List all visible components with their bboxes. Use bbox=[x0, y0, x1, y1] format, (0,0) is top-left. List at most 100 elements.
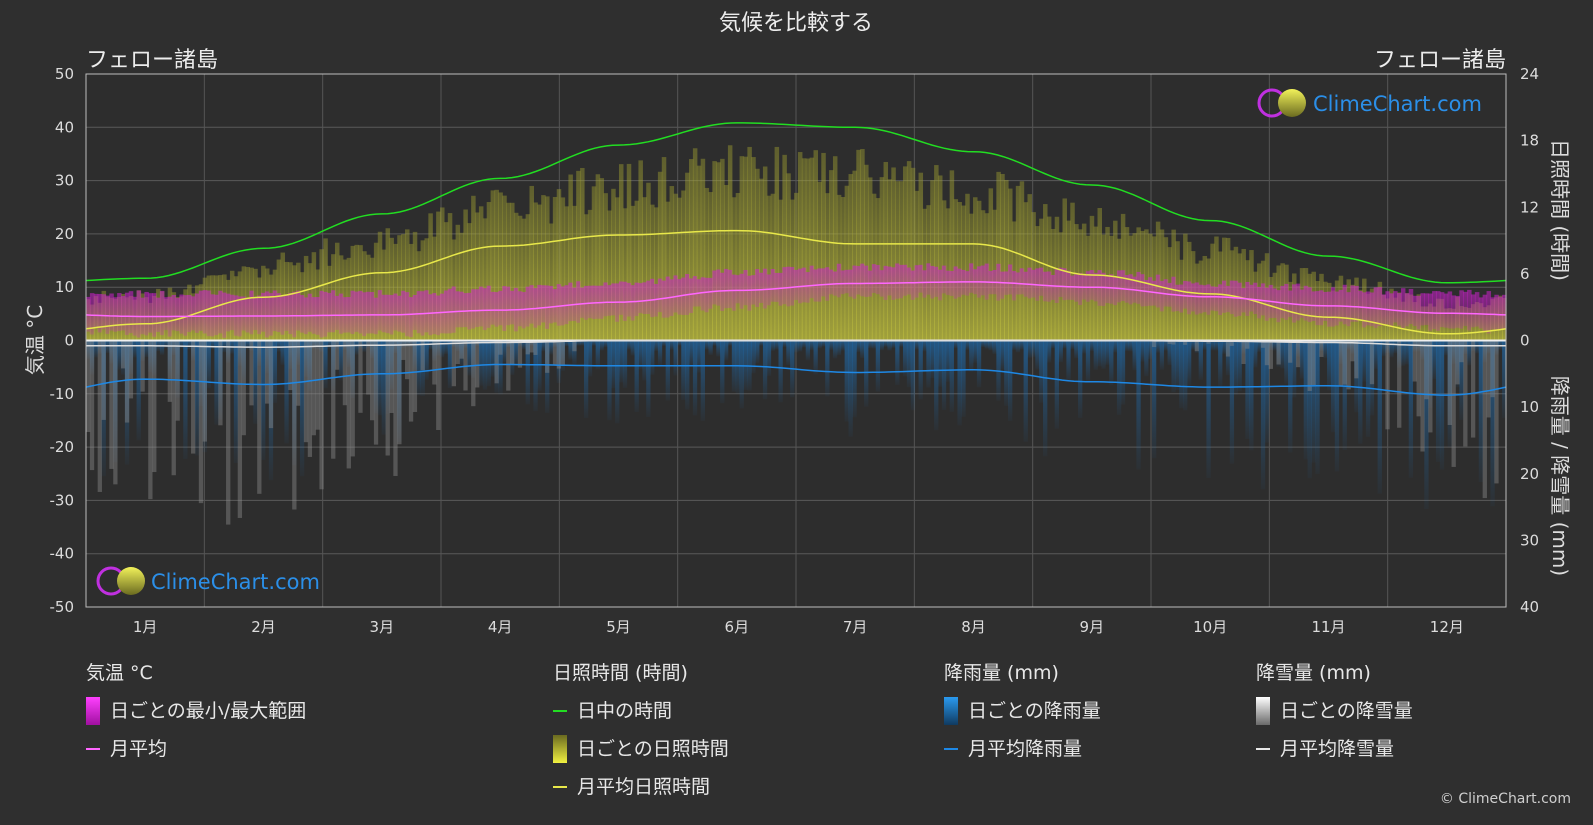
daily-rain-bar bbox=[331, 340, 336, 391]
daily-rain-bar bbox=[607, 340, 612, 421]
daily-rain-bar bbox=[902, 340, 908, 377]
legend-title: 気温 °C bbox=[86, 662, 153, 684]
daily-temp-range-bar bbox=[428, 294, 433, 336]
daily-snow-bar bbox=[1264, 340, 1270, 366]
daily-temp-range-bar bbox=[284, 294, 289, 331]
daily-snow-bar bbox=[1459, 340, 1464, 363]
daily-temp-range-bar bbox=[786, 266, 791, 307]
daily-temp-range-bar bbox=[1206, 284, 1211, 315]
daily-sunshine-bar bbox=[1027, 194, 1032, 341]
daily-temp-range-bar bbox=[1136, 271, 1141, 304]
daily-rain-bar bbox=[677, 340, 682, 346]
daily-temp-range-bar bbox=[1031, 269, 1036, 298]
daily-temp-range-bar bbox=[1463, 291, 1468, 326]
daily-sunshine-bar bbox=[432, 236, 437, 341]
daily-temp-range-bar bbox=[1478, 297, 1484, 329]
daily-temp-range-bar bbox=[1439, 292, 1445, 328]
daily-rain-bar bbox=[1377, 340, 1382, 494]
daily-rain-bar bbox=[988, 340, 993, 351]
daily-temp-range-bar bbox=[1008, 264, 1013, 295]
daily-temp-range-bar bbox=[673, 275, 678, 313]
daily-snow-bar bbox=[334, 340, 340, 370]
daily-rain-bar bbox=[198, 340, 204, 407]
daily-temp-range-bar bbox=[852, 265, 857, 299]
daily-rain-bar bbox=[712, 340, 717, 346]
daily-rain-bar bbox=[1120, 340, 1126, 405]
daily-rain-bar bbox=[1447, 340, 1452, 448]
daily-sunshine-bar bbox=[533, 202, 538, 341]
daily-snow-bar bbox=[366, 340, 371, 395]
daily-sunshine-bar bbox=[696, 165, 702, 341]
daily-rain-bar bbox=[587, 340, 593, 377]
daily-temp-range-bar bbox=[1074, 274, 1079, 302]
daily-temp-range-bar bbox=[490, 291, 496, 325]
daily-rain-bar bbox=[109, 340, 114, 364]
right-mm-tick-label: 20 bbox=[1520, 465, 1539, 483]
daily-temp-range-bar bbox=[1490, 297, 1495, 330]
daily-snow-bar bbox=[1451, 340, 1456, 467]
daily-rain-bar bbox=[467, 340, 472, 376]
daily-temp-range-bar bbox=[1144, 279, 1149, 307]
daily-rain-bar bbox=[673, 340, 678, 376]
daily-temp-range-bar bbox=[362, 292, 367, 337]
daily-rain-bar bbox=[432, 340, 437, 361]
legend-item-daylight: 日中の時間 bbox=[553, 698, 729, 724]
daily-snow-bar bbox=[296, 340, 301, 406]
daily-sunshine-bar bbox=[486, 202, 492, 341]
daily-snow-bar bbox=[350, 340, 355, 457]
daily-sunshine-bar bbox=[1015, 185, 1021, 341]
daily-snow-bar bbox=[1276, 340, 1281, 365]
legend-label: 日ごとの日照時間 bbox=[577, 738, 729, 760]
daily-snow-bar bbox=[226, 340, 231, 525]
daily-rain-bar bbox=[762, 340, 768, 400]
daily-temp-range-bar bbox=[805, 272, 811, 303]
daily-temp-range-bar bbox=[121, 296, 126, 331]
daily-rain-bar bbox=[315, 340, 320, 350]
daily-temp-range-bar bbox=[323, 291, 328, 337]
left-tick-label: -20 bbox=[50, 438, 75, 456]
daily-temp-range-bar bbox=[179, 294, 184, 334]
brand-logo-top[interactable]: ClimeChart.com bbox=[1257, 88, 1482, 118]
daily-temp-range-bar bbox=[1428, 293, 1433, 331]
daily-rain-bar bbox=[397, 340, 402, 442]
daily-sunshine-bar bbox=[405, 229, 410, 341]
daily-sunshine-bar bbox=[755, 168, 760, 341]
daily-temp-range-bar bbox=[1233, 280, 1239, 317]
daily-rain-bar bbox=[650, 340, 655, 375]
daily-rain-bar bbox=[1381, 340, 1386, 357]
daily-temp-range-bar bbox=[478, 286, 484, 327]
daily-snow-bar bbox=[307, 340, 313, 457]
daily-temp-range-bar bbox=[268, 293, 274, 336]
daily-rain-bar bbox=[1019, 340, 1024, 350]
daily-snow-bar bbox=[385, 340, 390, 456]
daily-rain-bar bbox=[1307, 340, 1312, 479]
daily-rain-bar bbox=[354, 340, 359, 355]
daily-rain-bar bbox=[1432, 340, 1437, 379]
daily-rain-bar bbox=[782, 340, 787, 347]
daily-temp-range-bar bbox=[801, 267, 807, 303]
daily-rain-bar bbox=[128, 340, 134, 374]
daily-temp-range-bar bbox=[1443, 293, 1449, 328]
daily-rain-bar bbox=[1113, 340, 1118, 353]
daily-rain-bar bbox=[1225, 340, 1231, 376]
daily-snow-bar bbox=[498, 340, 503, 355]
daily-sunshine-bar bbox=[778, 199, 783, 341]
daily-temp-range-bar bbox=[482, 288, 488, 331]
daily-sunshine-bar bbox=[848, 174, 854, 341]
daily-rain-bar bbox=[1105, 340, 1110, 365]
daily-rain-bar bbox=[809, 340, 814, 351]
legend-title: 降雪量 (mm) bbox=[1256, 662, 1371, 684]
daily-rain-bar bbox=[525, 340, 530, 405]
temp-mean-swatch bbox=[86, 748, 100, 750]
daily-rain-bar bbox=[1050, 340, 1056, 349]
daily-temp-range-bar bbox=[1272, 288, 1278, 318]
daily-rain-bar bbox=[144, 340, 149, 358]
daily-rain-bar bbox=[284, 340, 289, 444]
brand-logo-bottom[interactable]: ClimeChart.com bbox=[96, 566, 320, 596]
monthly-snow-line bbox=[86, 339, 1506, 348]
daily-sunshine-bar bbox=[973, 197, 978, 341]
daily-sunshine-bar bbox=[626, 163, 632, 341]
daily-sunshine-bar bbox=[397, 235, 402, 341]
daily-snow-bar bbox=[1241, 340, 1246, 365]
daily-rain-bar bbox=[1159, 340, 1165, 370]
